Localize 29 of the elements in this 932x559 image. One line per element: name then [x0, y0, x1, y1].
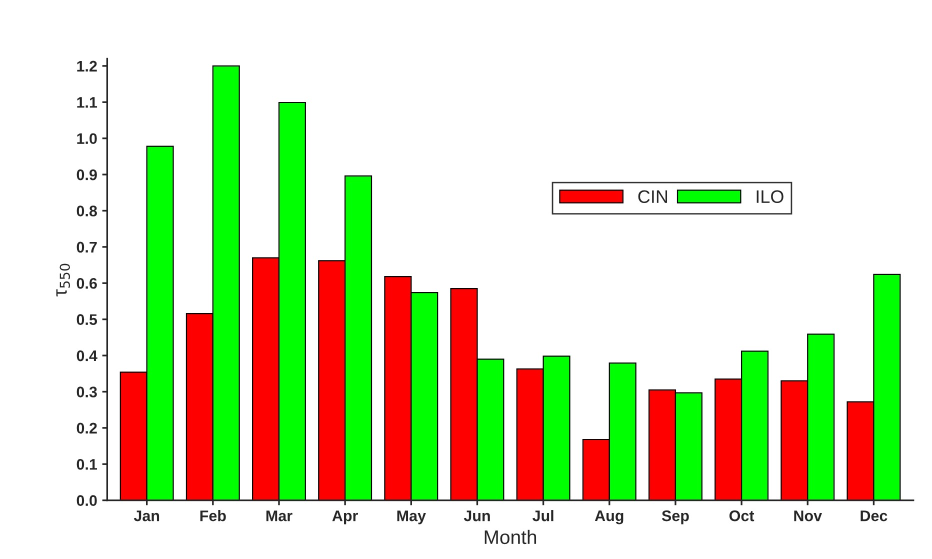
x-tick-label: Oct [729, 510, 754, 522]
x-tick-label: Feb [200, 510, 226, 522]
x-tick-label: Mar [266, 510, 292, 522]
legend-label: CIN [638, 190, 668, 204]
y-tick-label: 0.9 [76, 169, 97, 180]
x-tick-label: May [397, 510, 426, 524]
x-tick-label: Jul [532, 510, 554, 522]
y-tick-label: 0.0 [76, 495, 97, 506]
y-tick-label: 0.6 [76, 278, 97, 289]
y-tick-label: 0.3 [76, 386, 97, 398]
y-tick-label: 0.5 [76, 314, 98, 326]
x-tick-label: Nov [794, 510, 822, 522]
x-tick-label: Sep [662, 510, 689, 524]
y-tick-label: 0.4 [76, 350, 98, 362]
x-tick-label: Aug [594, 510, 624, 524]
x-axis-title: Month [484, 530, 536, 544]
x-tick-label: Apr [332, 510, 358, 524]
y-tick-label: 0.8 [76, 206, 97, 216]
y-tick-label: 1.2 [77, 60, 97, 72]
x-tick-label: Jun [464, 510, 490, 522]
y-axis-title: τ$_{550}$ [56, 264, 70, 296]
y-tick-label: 1.0 [77, 133, 97, 144]
legend-label: ILO [756, 190, 784, 204]
y-tick-label: 0.7 [76, 242, 97, 253]
x-tick-label: Dec [860, 510, 888, 522]
y-tick-label: 0.1 [76, 458, 98, 470]
y-tick-label: 1.1 [77, 97, 98, 108]
x-tick-label: Jan [134, 510, 160, 522]
y-tick-label: 0.2 [76, 422, 97, 434]
